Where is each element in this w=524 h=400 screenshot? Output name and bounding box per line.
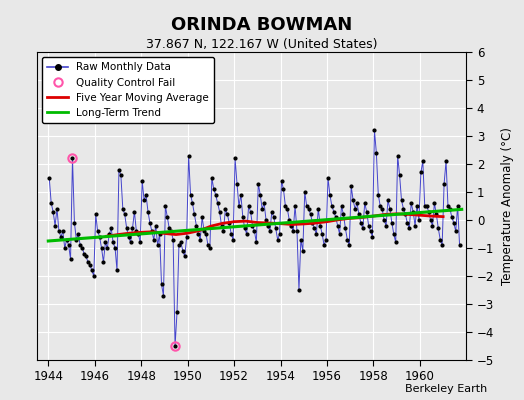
Y-axis label: Temperature Anomaly (°C): Temperature Anomaly (°C) — [501, 127, 514, 285]
Legend: Raw Monthly Data, Quality Control Fail, Five Year Moving Average, Long-Term Tren: Raw Monthly Data, Quality Control Fail, … — [42, 57, 214, 123]
Text: Berkeley Earth: Berkeley Earth — [405, 384, 487, 394]
Text: 37.867 N, 122.167 W (United States): 37.867 N, 122.167 W (United States) — [146, 38, 378, 51]
Text: ORINDA BOWMAN: ORINDA BOWMAN — [171, 16, 353, 34]
